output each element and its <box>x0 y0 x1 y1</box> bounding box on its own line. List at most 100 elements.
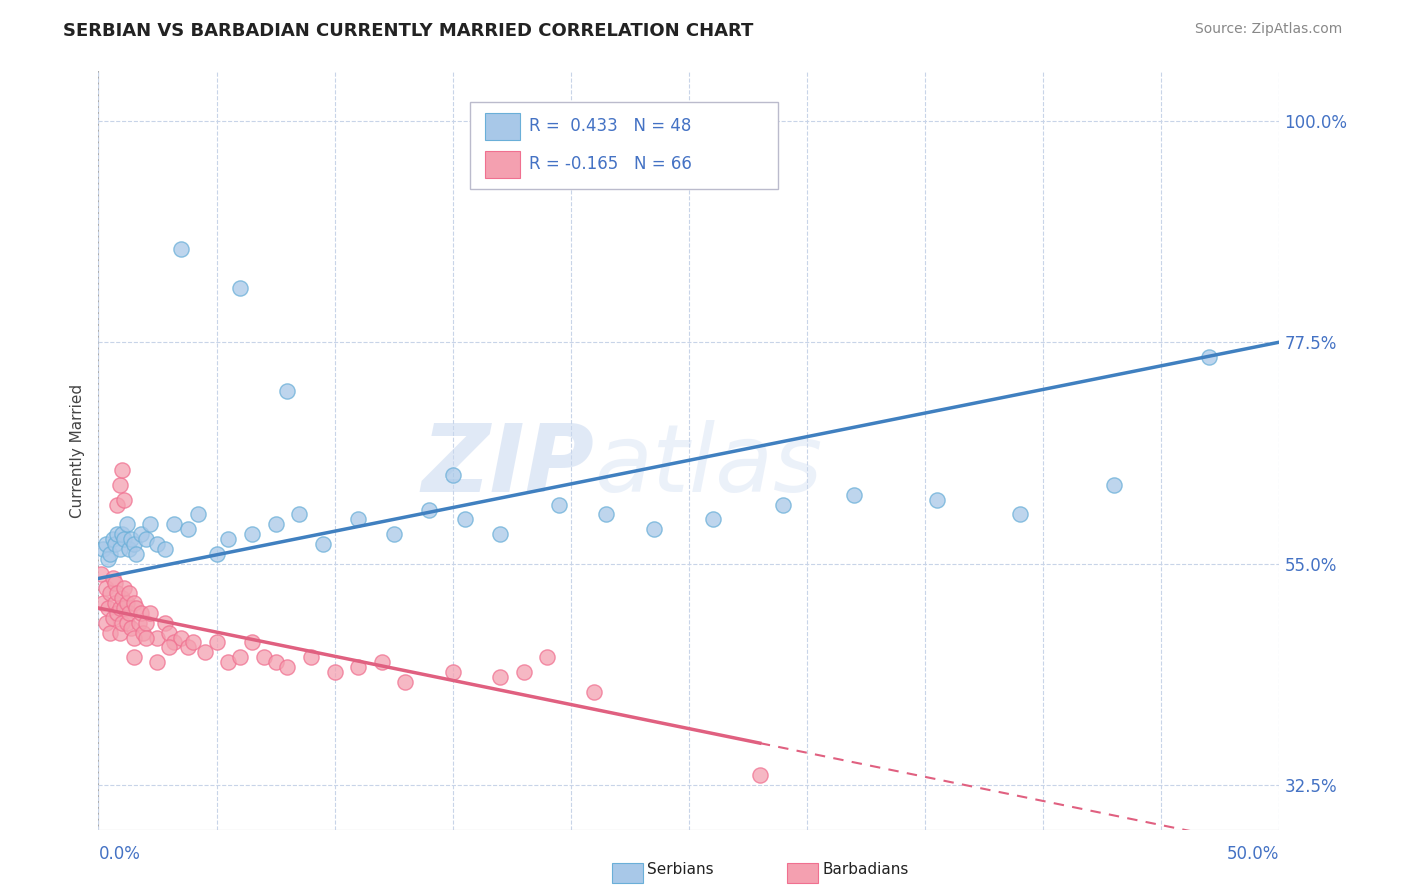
Point <box>441 665 464 679</box>
Point <box>98 625 121 640</box>
Point <box>112 532 135 546</box>
Point <box>121 621 143 635</box>
Point <box>153 541 176 556</box>
Point <box>94 582 117 596</box>
Point <box>583 684 606 698</box>
Point <box>1008 508 1031 522</box>
Bar <box>485 151 520 178</box>
Point <box>108 541 131 556</box>
Point <box>129 606 152 620</box>
Point <box>98 547 121 561</box>
Point <box>163 635 186 649</box>
Point <box>101 611 124 625</box>
Point <box>118 541 141 556</box>
Point <box>118 586 141 600</box>
Text: atlas: atlas <box>595 420 823 511</box>
Point <box>111 463 134 477</box>
Point <box>146 537 169 551</box>
Point <box>163 517 186 532</box>
Point <box>548 498 571 512</box>
Point <box>748 768 770 782</box>
Point <box>264 517 287 532</box>
Point <box>1102 478 1125 492</box>
Point <box>288 508 311 522</box>
Point <box>181 635 204 649</box>
Point <box>371 655 394 669</box>
Point <box>702 512 724 526</box>
Point <box>112 582 135 596</box>
Point <box>772 498 794 512</box>
Point <box>111 527 134 541</box>
Point <box>170 242 193 256</box>
Point <box>132 625 155 640</box>
Point <box>925 492 948 507</box>
Point <box>112 492 135 507</box>
Point <box>146 631 169 645</box>
Text: 0.0%: 0.0% <box>98 845 141 863</box>
Point <box>512 665 534 679</box>
Point <box>229 281 252 295</box>
Text: Source: ZipAtlas.com: Source: ZipAtlas.com <box>1195 22 1343 37</box>
Point <box>105 586 128 600</box>
Point <box>139 517 162 532</box>
Point <box>139 606 162 620</box>
Point <box>312 537 335 551</box>
Point <box>105 498 128 512</box>
Point <box>111 591 134 606</box>
Point <box>536 650 558 665</box>
Point <box>264 655 287 669</box>
Point <box>129 527 152 541</box>
Text: R =  0.433   N = 48: R = 0.433 N = 48 <box>530 117 692 135</box>
Text: Barbadians: Barbadians <box>823 863 908 877</box>
Point <box>122 537 145 551</box>
Point <box>453 512 475 526</box>
Point <box>105 606 128 620</box>
Point <box>240 527 263 541</box>
Point <box>135 631 157 645</box>
Point <box>90 566 112 581</box>
Point <box>97 601 120 615</box>
Point <box>108 625 131 640</box>
Point <box>98 586 121 600</box>
Point <box>229 650 252 665</box>
Point <box>101 572 124 586</box>
Point <box>108 601 131 615</box>
Point <box>489 670 512 684</box>
Point <box>276 384 298 399</box>
Point <box>382 527 405 541</box>
Point <box>115 517 138 532</box>
Point <box>111 615 134 630</box>
Text: ZIP: ZIP <box>422 419 595 512</box>
Point <box>489 527 512 541</box>
Point <box>418 502 440 516</box>
Point <box>170 631 193 645</box>
Point <box>643 522 665 536</box>
Point <box>1198 350 1220 364</box>
Point <box>104 596 127 610</box>
Point <box>135 532 157 546</box>
Text: Serbians: Serbians <box>647 863 713 877</box>
Point <box>394 674 416 689</box>
Point <box>157 640 180 655</box>
Point <box>217 655 239 669</box>
Point <box>125 601 148 615</box>
Point <box>441 468 464 483</box>
Point <box>240 635 263 649</box>
Point <box>94 615 117 630</box>
Point <box>112 601 135 615</box>
Text: 50.0%: 50.0% <box>1227 845 1279 863</box>
Text: R = -0.165   N = 66: R = -0.165 N = 66 <box>530 155 692 173</box>
Point <box>118 606 141 620</box>
Point <box>347 512 370 526</box>
Point <box>122 650 145 665</box>
Point <box>347 660 370 674</box>
Point <box>105 527 128 541</box>
Point <box>94 537 117 551</box>
Point <box>91 596 114 610</box>
Point <box>323 665 346 679</box>
Bar <box>485 113 520 140</box>
Point <box>299 650 322 665</box>
Point <box>108 478 131 492</box>
Point <box>122 596 145 610</box>
Point <box>153 615 176 630</box>
